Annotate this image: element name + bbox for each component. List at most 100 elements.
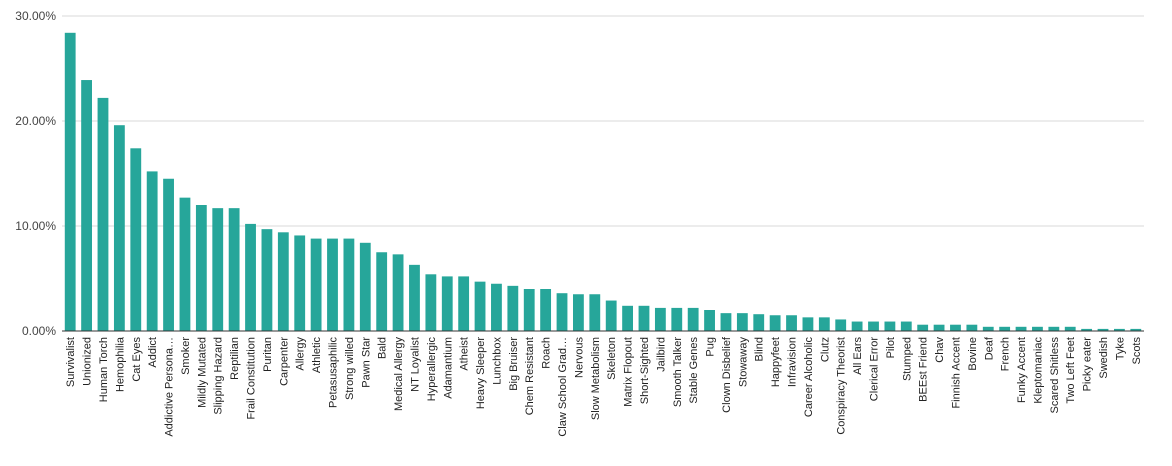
bar (1081, 328, 1093, 331)
bar (1032, 326, 1043, 331)
x-tick-label: Frail Constitution (246, 337, 258, 420)
bar (523, 289, 535, 331)
x-tick-label: Roach (541, 337, 553, 369)
bar (392, 254, 404, 331)
x-tick-label: Bald (377, 337, 389, 359)
bar (851, 321, 863, 331)
bar (64, 32, 76, 332)
x-tick-label: Happyfeet (770, 337, 782, 387)
x-tick-label: NT Loyalist (409, 337, 421, 392)
x-tick-label: Human Torch (98, 337, 110, 402)
bar (294, 235, 306, 331)
bar (1097, 328, 1109, 331)
bar (966, 324, 978, 331)
bar (687, 307, 699, 331)
bar (1113, 328, 1125, 331)
x-tick-label: Tyke (1114, 337, 1126, 360)
x-tick-label: All Ears (852, 337, 864, 375)
gridlines (62, 15, 1144, 227)
y-tick-label: 20.00% (15, 114, 56, 128)
x-tick-label: Smooth Talker (672, 337, 684, 407)
bar (802, 317, 814, 331)
bar (146, 171, 158, 331)
x-tick-label: Kleptomaniac (1032, 337, 1044, 404)
bar (113, 125, 125, 331)
x-tick-label: Slow Metabolism (590, 337, 602, 420)
bar (999, 326, 1011, 331)
x-tick-label: Two Left Feet (1065, 337, 1077, 404)
bar (1015, 326, 1027, 331)
bar (638, 305, 650, 331)
x-tick-label: Clerical Error (869, 337, 881, 402)
bar (769, 315, 781, 331)
x-tick-label: Deaf (983, 336, 995, 360)
x-tick-label: Adamantium (442, 337, 454, 399)
x-tick-label: Hemophilia (114, 336, 126, 392)
bar (409, 264, 420, 331)
x-tick-label: Swedish (1098, 337, 1110, 379)
x-tick-label: Medical Allergy (393, 337, 405, 411)
bar (261, 229, 273, 331)
x-tick-label: Clutz (819, 337, 831, 362)
x-tick-label: Career Alcoholic (803, 337, 815, 418)
bar (491, 283, 502, 331)
bar (1064, 326, 1076, 331)
x-tick-label: Big Bruiser (508, 337, 520, 391)
x-tick-label: Funky Accent (1016, 337, 1028, 403)
x-tick-label: Mildly Mutated (196, 337, 208, 408)
x-tick-label: Survivalist (65, 337, 77, 387)
bar (1048, 326, 1060, 331)
x-tick-label: Addictive Persona… (164, 337, 176, 437)
x-tick-label: Chav (934, 337, 946, 363)
x-tick-label: Clown Disbelief (721, 336, 733, 413)
bar (736, 313, 748, 331)
x-tick-label: Infravision (787, 337, 799, 387)
bar (753, 314, 765, 331)
x-tick-label: Hyperallergic (426, 337, 438, 402)
bar (884, 321, 896, 331)
x-tick-label: Allergy (295, 337, 307, 371)
x-tick-label: Cat Eyes (131, 337, 143, 382)
x-tick-label: Picky eater (1082, 337, 1094, 392)
x-tick-label: Heavy Sleeper (475, 337, 487, 409)
bar (376, 252, 388, 331)
bar (1130, 328, 1142, 331)
x-tick-label: Carpenter (278, 337, 290, 386)
bar (245, 223, 256, 331)
bar (982, 326, 994, 331)
bar (277, 232, 289, 331)
bar (507, 285, 519, 331)
x-tick-label: Smoker (180, 337, 192, 375)
bar (474, 281, 486, 331)
x-tick-label: Matrix Flopout (623, 337, 635, 407)
bar (786, 315, 797, 331)
y-axis-ticks: 0.00% 10.00% 20.00% 30.00% (15, 9, 56, 338)
x-tick-label: Stowaway (737, 337, 749, 388)
bar (163, 178, 174, 331)
x-tick-label: Bovine (967, 337, 979, 371)
y-tick-label: 10.00% (15, 219, 56, 233)
x-tick-label: Scots (1131, 337, 1143, 365)
bar (900, 321, 912, 331)
bar (704, 310, 715, 331)
bar (572, 294, 584, 331)
bar (720, 313, 732, 331)
bar (195, 205, 207, 331)
bar (179, 197, 191, 331)
bar (441, 276, 453, 331)
x-tick-label: Pawn Star (360, 337, 372, 388)
bar (81, 80, 93, 331)
x-tick-label: Slipping Hazard (213, 337, 225, 415)
x-tick-label: Skeleton (606, 337, 618, 380)
x-tick-label: French (1000, 337, 1012, 371)
x-tick-label: Addict (147, 337, 159, 368)
bar (425, 274, 437, 331)
bar (556, 293, 568, 331)
x-tick-label: Claw School Grad… (557, 337, 569, 437)
x-tick-label: BEEst Friend (918, 337, 930, 402)
y-tick-label: 30.00% (15, 9, 56, 23)
bar (359, 242, 371, 331)
x-axis-ticks: Survivalist Unionized Human Torch Hemophili… (65, 336, 1143, 437)
x-tick-label: Jailbird (655, 337, 667, 372)
